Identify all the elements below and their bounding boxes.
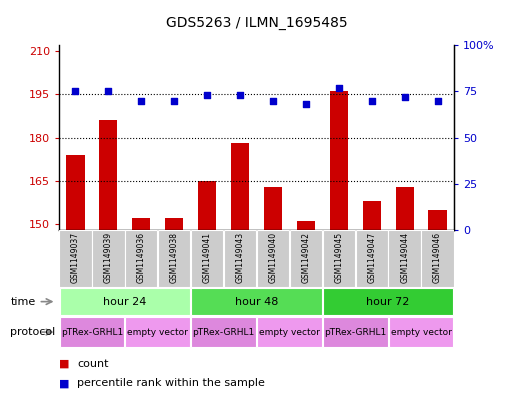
Bar	[290, 230, 322, 287]
Text: GSM1149040: GSM1149040	[268, 231, 278, 283]
Text: pTRex-GRHL1: pTRex-GRHL1	[324, 328, 386, 336]
Bar	[126, 317, 190, 347]
Point	[170, 97, 179, 104]
Text: GSM1149043: GSM1149043	[235, 231, 245, 283]
Bar	[60, 317, 124, 347]
Text: GSM1149046: GSM1149046	[433, 231, 442, 283]
Bar	[198, 181, 216, 230]
Bar	[66, 155, 85, 230]
Bar	[125, 230, 157, 287]
Bar	[191, 288, 322, 316]
Text: GSM1149042: GSM1149042	[301, 231, 310, 283]
Bar	[297, 221, 315, 230]
Text: hour 72: hour 72	[366, 297, 410, 307]
Bar	[60, 288, 190, 316]
Bar	[231, 143, 249, 230]
Bar	[396, 187, 413, 230]
Text: GSM1149047: GSM1149047	[367, 231, 376, 283]
Bar	[257, 230, 289, 287]
Bar	[356, 230, 388, 287]
Text: hour 24: hour 24	[103, 297, 147, 307]
Point	[203, 92, 211, 98]
Point	[104, 88, 112, 94]
Point	[302, 101, 310, 107]
Text: GSM1149039: GSM1149039	[104, 231, 113, 283]
Point	[433, 97, 442, 104]
Text: protocol: protocol	[10, 327, 55, 337]
Text: percentile rank within the sample: percentile rank within the sample	[77, 378, 265, 388]
Point	[401, 94, 409, 100]
Bar	[92, 230, 125, 287]
Bar	[257, 317, 322, 347]
Point	[269, 97, 277, 104]
Bar	[421, 230, 453, 287]
Text: pTRex-GRHL1: pTRex-GRHL1	[61, 328, 123, 336]
Bar	[330, 91, 348, 230]
Text: count: count	[77, 358, 108, 369]
Bar	[323, 317, 387, 347]
Text: GSM1149044: GSM1149044	[400, 231, 409, 283]
Text: GSM1149045: GSM1149045	[334, 231, 343, 283]
Bar	[389, 317, 453, 347]
Bar	[428, 210, 447, 230]
Bar	[388, 230, 421, 287]
Bar	[323, 288, 453, 316]
Bar	[165, 219, 183, 230]
Text: GDS5263 / ILMN_1695485: GDS5263 / ILMN_1695485	[166, 16, 347, 30]
Text: ■: ■	[59, 378, 69, 388]
Text: empty vector: empty vector	[259, 328, 320, 336]
Bar	[191, 230, 223, 287]
Text: GSM1149038: GSM1149038	[170, 231, 179, 283]
Bar	[158, 230, 190, 287]
Text: hour 48: hour 48	[235, 297, 278, 307]
Point	[71, 88, 80, 94]
Point	[334, 84, 343, 91]
Bar	[132, 219, 150, 230]
Point	[236, 92, 244, 98]
Bar	[224, 230, 256, 287]
Text: GSM1149037: GSM1149037	[71, 231, 80, 283]
Text: empty vector: empty vector	[127, 328, 188, 336]
Bar	[323, 230, 355, 287]
Text: GSM1149036: GSM1149036	[137, 231, 146, 283]
Bar	[100, 120, 117, 230]
Bar	[363, 201, 381, 230]
Point	[368, 97, 376, 104]
Text: empty vector: empty vector	[391, 328, 451, 336]
Bar	[191, 317, 256, 347]
Bar	[264, 187, 282, 230]
Text: GSM1149041: GSM1149041	[203, 231, 212, 283]
Text: ■: ■	[59, 358, 69, 369]
Bar	[60, 230, 92, 287]
Text: time: time	[10, 297, 35, 307]
Point	[137, 97, 145, 104]
Text: pTRex-GRHL1: pTRex-GRHL1	[192, 328, 255, 336]
